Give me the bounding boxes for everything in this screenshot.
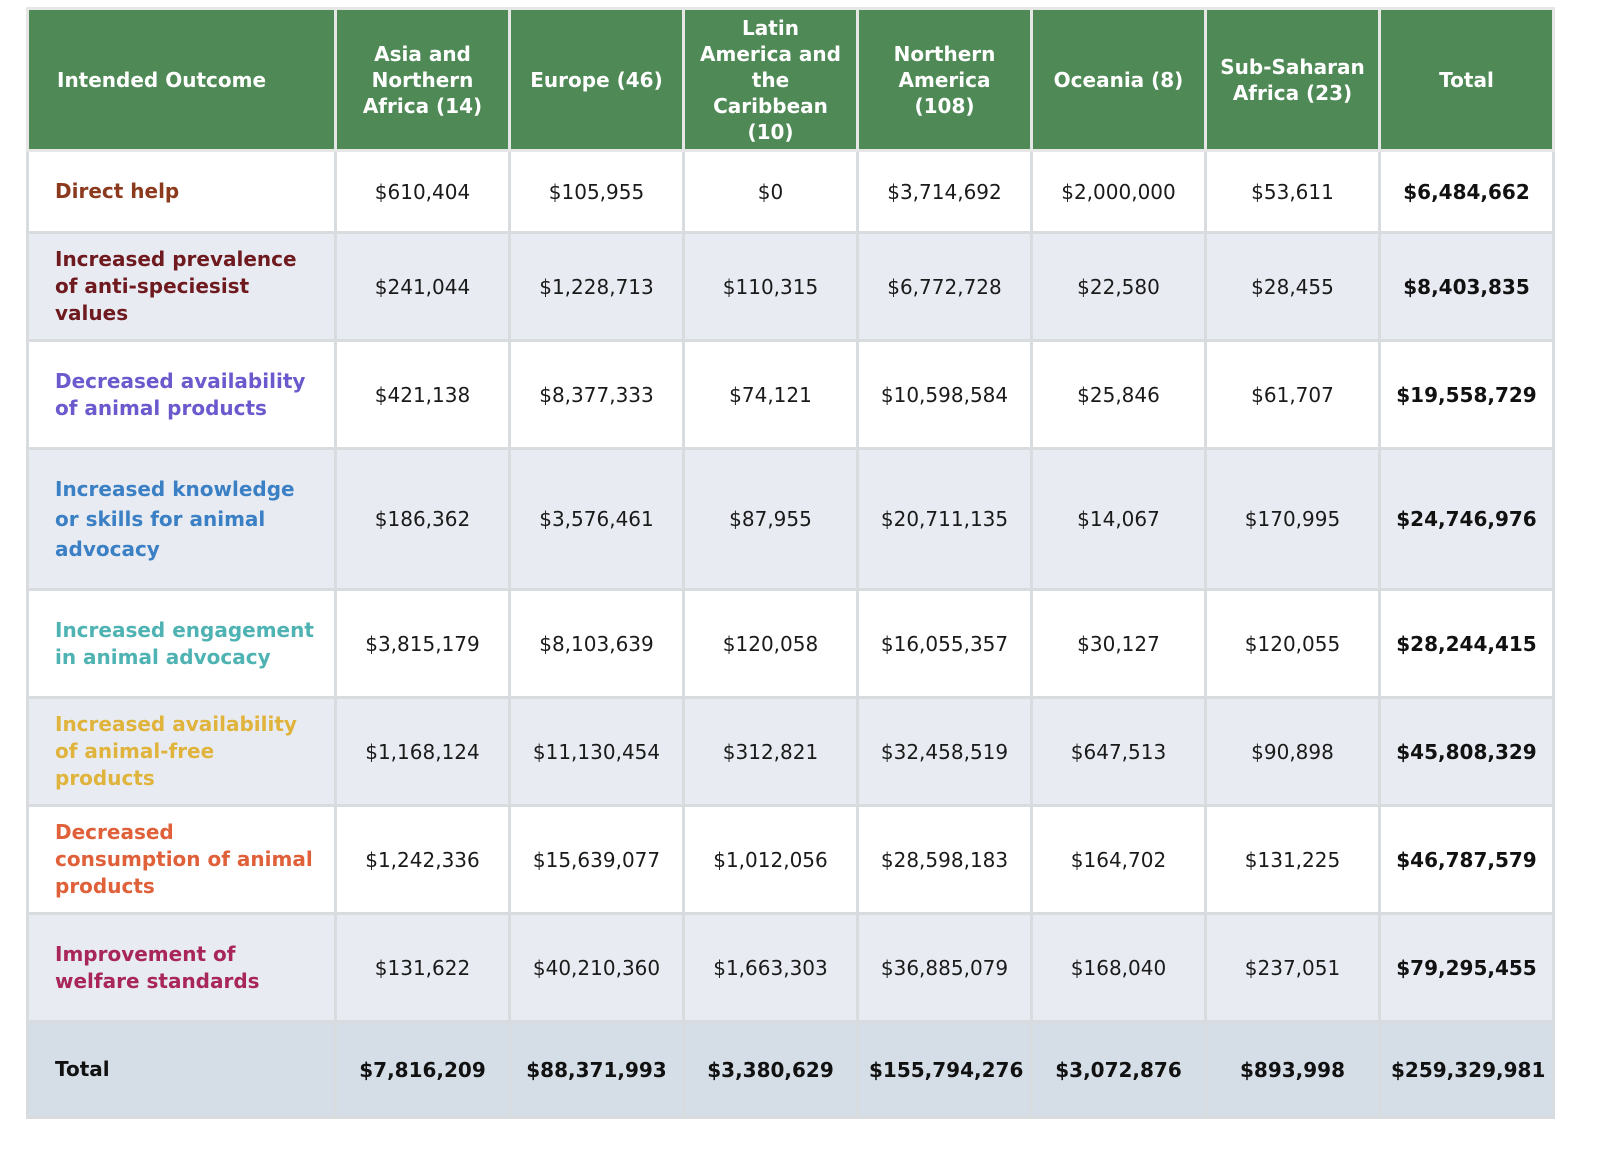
funding-table: Intended Outcome Asia and Northern Afric…	[26, 7, 1555, 1119]
header-northern-america: Northern America (108)	[856, 7, 1033, 152]
cell-europe: $11,130,454	[508, 696, 685, 807]
cell-latam: $312,821	[682, 696, 859, 807]
cell-latam: $110,315	[682, 231, 859, 342]
cell-row-total: $8,403,835	[1378, 231, 1555, 342]
cell-namerica: $20,711,135	[856, 447, 1033, 591]
table-row: Increased knowledge or skills for animal…	[26, 447, 1555, 591]
header-total: Total	[1378, 7, 1555, 152]
totals-label: Total	[26, 1020, 337, 1119]
cell-ssa: $28,455	[1204, 231, 1381, 342]
header-europe: Europe (46)	[508, 7, 685, 152]
table-row: Increased prevalence of anti-speciesist …	[26, 231, 1555, 342]
cell-europe: $8,377,333	[508, 339, 685, 450]
cell-europe: $1,228,713	[508, 231, 685, 342]
cell-oceania: $2,000,000	[1030, 149, 1207, 234]
cell-ssa: $53,611	[1204, 149, 1381, 234]
cell-ssa: $131,225	[1204, 804, 1381, 915]
row-label: Increased knowledge or skills for animal…	[26, 447, 337, 591]
cell-namerica: $10,598,584	[856, 339, 1033, 450]
row-label: Direct help	[26, 149, 337, 234]
cell-ssa: $61,707	[1204, 339, 1381, 450]
cell-row-total: $46,787,579	[1378, 804, 1555, 915]
cell-ssa: $90,898	[1204, 696, 1381, 807]
header-oceania: Oceania (8)	[1030, 7, 1207, 152]
cell-asia: $131,622	[334, 912, 511, 1023]
total-europe: $88,371,993	[508, 1020, 685, 1119]
cell-namerica: $36,885,079	[856, 912, 1033, 1023]
cell-europe: $8,103,639	[508, 588, 685, 699]
cell-row-total: $6,484,662	[1378, 149, 1555, 234]
cell-asia: $1,242,336	[334, 804, 511, 915]
table-row: Direct help $610,404 $105,955 $0 $3,714,…	[26, 149, 1555, 234]
cell-namerica: $16,055,357	[856, 588, 1033, 699]
cell-asia: $1,168,124	[334, 696, 511, 807]
table-row: Decreased consumption of animal products…	[26, 804, 1555, 915]
grand-total: $259,329,981	[1378, 1020, 1555, 1119]
cell-oceania: $30,127	[1030, 588, 1207, 699]
table-row: Decreased availability of animal product…	[26, 339, 1555, 450]
total-asia: $7,816,209	[334, 1020, 511, 1119]
row-label: Decreased consumption of animal products	[26, 804, 337, 915]
row-label: Decreased availability of animal product…	[26, 339, 337, 450]
cell-ssa: $170,995	[1204, 447, 1381, 591]
cell-europe: $105,955	[508, 149, 685, 234]
cell-oceania: $14,067	[1030, 447, 1207, 591]
cell-oceania: $647,513	[1030, 696, 1207, 807]
cell-namerica: $6,772,728	[856, 231, 1033, 342]
cell-oceania: $22,580	[1030, 231, 1207, 342]
table-row: Increased availability of animal-free pr…	[26, 696, 1555, 807]
cell-latam: $87,955	[682, 447, 859, 591]
row-label: Increased prevalence of anti-speciesist …	[26, 231, 337, 342]
funding-table-container: Intended Outcome Asia and Northern Afric…	[26, 7, 1555, 1119]
total-oceania: $3,072,876	[1030, 1020, 1207, 1119]
cell-row-total: $28,244,415	[1378, 588, 1555, 699]
cell-row-total: $45,808,329	[1378, 696, 1555, 807]
header-latin-america: Latin America and the Caribbean (10)	[682, 7, 859, 152]
row-label: Improvement of welfare standards	[26, 912, 337, 1023]
cell-namerica: $32,458,519	[856, 696, 1033, 807]
row-label: Increased engagement in animal advocacy	[26, 588, 337, 699]
cell-europe: $40,210,360	[508, 912, 685, 1023]
cell-latam: $1,012,056	[682, 804, 859, 915]
cell-europe: $15,639,077	[508, 804, 685, 915]
cell-row-total: $24,746,976	[1378, 447, 1555, 591]
cell-oceania: $164,702	[1030, 804, 1207, 915]
cell-asia: $3,815,179	[334, 588, 511, 699]
header-sub-saharan-africa: Sub-Saharan Africa (23)	[1204, 7, 1381, 152]
cell-latam: $74,121	[682, 339, 859, 450]
cell-namerica: $28,598,183	[856, 804, 1033, 915]
cell-ssa: $237,051	[1204, 912, 1381, 1023]
total-ssa: $893,998	[1204, 1020, 1381, 1119]
table-row: Increased engagement in animal advocacy …	[26, 588, 1555, 699]
cell-asia: $186,362	[334, 447, 511, 591]
header-asia-northern-africa: Asia and Northern Africa (14)	[334, 7, 511, 152]
cell-row-total: $19,558,729	[1378, 339, 1555, 450]
cell-oceania: $168,040	[1030, 912, 1207, 1023]
cell-ssa: $120,055	[1204, 588, 1381, 699]
cell-namerica: $3,714,692	[856, 149, 1033, 234]
cell-oceania: $25,846	[1030, 339, 1207, 450]
cell-latam: $0	[682, 149, 859, 234]
header-intended-outcome: Intended Outcome	[26, 7, 337, 152]
totals-row: Total $7,816,209 $88,371,993 $3,380,629 …	[26, 1020, 1555, 1119]
table-row: Improvement of welfare standards $131,62…	[26, 912, 1555, 1023]
row-label: Increased availability of animal-free pr…	[26, 696, 337, 807]
cell-latam: $120,058	[682, 588, 859, 699]
cell-row-total: $79,295,455	[1378, 912, 1555, 1023]
header-row: Intended Outcome Asia and Northern Afric…	[26, 7, 1555, 152]
total-latam: $3,380,629	[682, 1020, 859, 1119]
total-namerica: $155,794,276	[856, 1020, 1033, 1119]
cell-asia: $421,138	[334, 339, 511, 450]
cell-asia: $610,404	[334, 149, 511, 234]
cell-latam: $1,663,303	[682, 912, 859, 1023]
cell-asia: $241,044	[334, 231, 511, 342]
cell-europe: $3,576,461	[508, 447, 685, 591]
